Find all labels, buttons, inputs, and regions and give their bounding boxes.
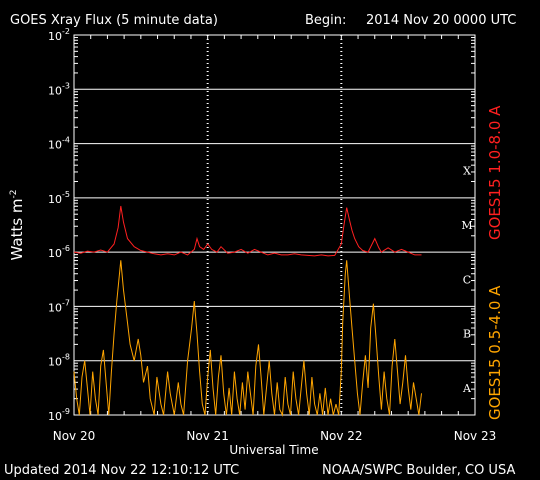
y-tick-labels: 10-210-310-410-510-610-710-810-9 xyxy=(48,27,70,423)
legend-short-channel: GOES15 0.5-4.0 A xyxy=(486,285,504,420)
begin-value: 2014 Nov 20 0000 UTC xyxy=(366,13,516,28)
y-tick-label: 10-6 xyxy=(48,244,70,260)
y-axis-title-base: Watts m xyxy=(8,198,26,260)
flare-class-label: A xyxy=(462,382,472,395)
y-tick-label: 10-4 xyxy=(48,136,70,152)
chart-title: GOES Xray Flux (5 minute data) xyxy=(10,13,218,28)
flare-class-label: B xyxy=(463,328,471,341)
y-axis-title: Watts m-2 xyxy=(8,189,26,260)
horizontal-grid xyxy=(74,36,475,400)
series-line xyxy=(73,260,422,417)
y-tick-label: 10-5 xyxy=(48,190,70,206)
y-tick-exponent: -4 xyxy=(62,136,70,145)
y-axis-title-exp: -2 xyxy=(9,189,19,198)
y-tick-base: 10 xyxy=(48,139,62,152)
y-tick-exponent: -5 xyxy=(62,190,70,199)
y-tick-base: 10 xyxy=(48,301,62,314)
plot-area: 10-210-310-410-510-610-710-810-9 Nov 20 N… xyxy=(48,27,496,443)
series-line xyxy=(73,205,422,257)
x-tick-label: Nov 21 xyxy=(186,429,229,443)
credit-line: NOAA/SWPC Boulder, CO USA xyxy=(322,463,515,478)
y-tick-exponent: -8 xyxy=(62,353,70,362)
y-tick-exponent: -7 xyxy=(62,298,70,307)
x-tick-label: Nov 20 xyxy=(53,429,96,443)
y-tick-base: 10 xyxy=(48,356,62,369)
legend-long-channel: GOES15 1.0-8.0 A xyxy=(486,105,504,240)
vertical-grid xyxy=(73,35,476,415)
y-tick-exponent: -3 xyxy=(62,81,70,90)
y-tick-label: 10-9 xyxy=(48,407,70,423)
y-tick-base: 10 xyxy=(48,247,62,260)
y-tick-label: 10-2 xyxy=(48,27,70,43)
flare-class-label: M xyxy=(461,219,472,232)
x-tick-labels: Nov 20 Nov 21 Nov 22 Nov 23 xyxy=(53,429,497,443)
y-tick-base: 10 xyxy=(48,30,62,43)
series-layer xyxy=(73,205,422,417)
updated-timestamp: Updated 2014 Nov 22 12:10:12 UTC xyxy=(4,463,239,478)
y-tick-exponent: -6 xyxy=(62,244,70,253)
flare-class-label: C xyxy=(463,273,471,286)
y-tick-exponent: -2 xyxy=(62,27,70,36)
y-tick-label: 10-7 xyxy=(48,298,70,314)
flare-class-label: X xyxy=(463,165,471,178)
y-tick-exponent: -9 xyxy=(62,407,70,416)
y-tick-base: 10 xyxy=(48,84,62,97)
x-tick-label: Nov 22 xyxy=(320,429,363,443)
x-axis-title: Universal Time xyxy=(229,443,318,457)
y-tick-label: 10-3 xyxy=(48,81,70,97)
axes-frame xyxy=(73,34,476,416)
y-tick-base: 10 xyxy=(48,193,62,206)
y-tick-base: 10 xyxy=(48,410,62,423)
svg-text:Watts m-2: Watts m-2 xyxy=(8,189,26,260)
y-tick-label: 10-8 xyxy=(48,353,70,369)
flare-class-labels: X M C B A xyxy=(461,165,472,395)
x-tick-label: Nov 23 xyxy=(454,429,497,443)
begin-label: Begin: xyxy=(305,13,346,28)
